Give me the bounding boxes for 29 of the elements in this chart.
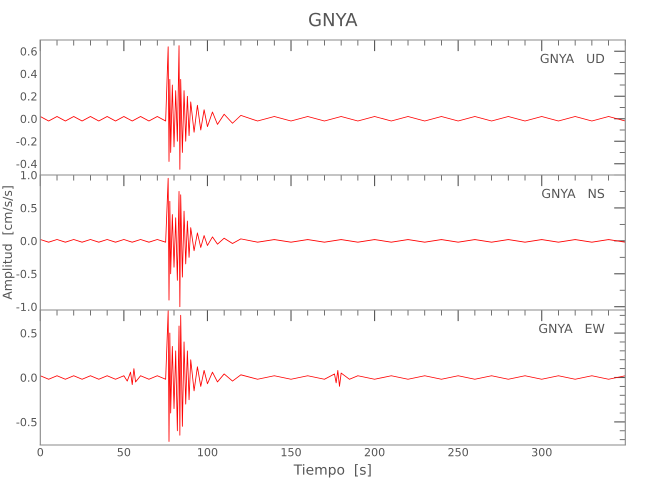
annotation: GNYA EW: [539, 324, 604, 334]
x-tick-label: 50: [118, 448, 130, 456]
y-tick-label: 0.2: [20, 92, 36, 101]
x-axis-title: Tiempo [s]: [294, 464, 371, 478]
y-tick-label: 0.6: [20, 47, 37, 56]
chart-title: GNYA: [309, 12, 358, 26]
line-series: [40, 178, 626, 308]
y-tick-label: 0.0: [20, 114, 37, 124]
y-tick-label: -0.5: [16, 270, 37, 278]
y-tick-label: 0.0: [20, 236, 37, 246]
x-tick-label: 0: [38, 448, 44, 456]
y-tick-label: 0.0: [20, 373, 37, 382]
x-tick-label: 200: [364, 448, 384, 456]
line-series: [40, 45, 626, 170]
x-tick-label: 300: [532, 448, 552, 456]
y-tick-label: -1.0: [16, 302, 37, 312]
annotation: GNYA UD: [540, 54, 604, 64]
y-tick-label: 0.4: [20, 70, 37, 78]
annotation: GNYA NS: [542, 188, 604, 198]
y-tick-label: 0.5: [20, 204, 37, 212]
x-tick-label: 250: [448, 448, 468, 456]
y-tick-label: 0.5: [20, 329, 37, 338]
y-axis-title: Amplitud [cm/s/s]: [2, 186, 14, 300]
y-tick-label: -0.2: [16, 137, 36, 146]
y-tick-label: -0.5: [16, 418, 37, 426]
y-tick-label: 1.0: [21, 170, 37, 180]
y-tick-label: -0.4: [16, 160, 37, 168]
x-tick-label: 100: [198, 448, 218, 456]
x-tick-label: 150: [282, 448, 301, 456]
